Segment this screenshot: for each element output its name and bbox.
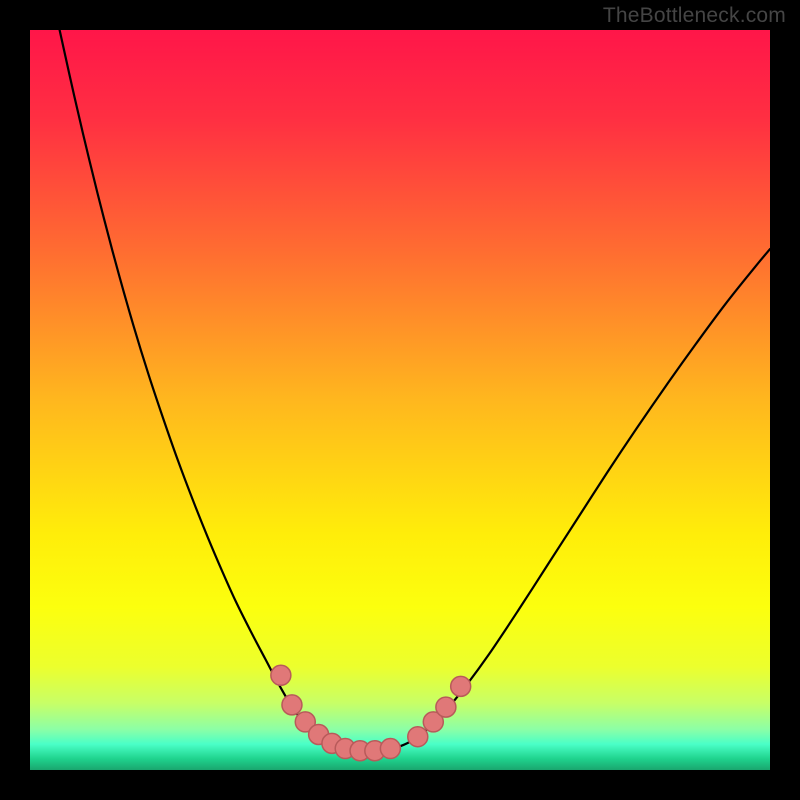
- watermark: TheBottleneck.com: [603, 4, 786, 28]
- plot-background: [30, 30, 770, 770]
- plot-stage: [0, 0, 800, 800]
- marker-point: [271, 665, 291, 685]
- marker-point: [380, 739, 400, 759]
- marker-point: [451, 676, 471, 696]
- marker-point: [408, 727, 428, 747]
- marker-point: [282, 695, 302, 715]
- marker-point: [436, 697, 456, 717]
